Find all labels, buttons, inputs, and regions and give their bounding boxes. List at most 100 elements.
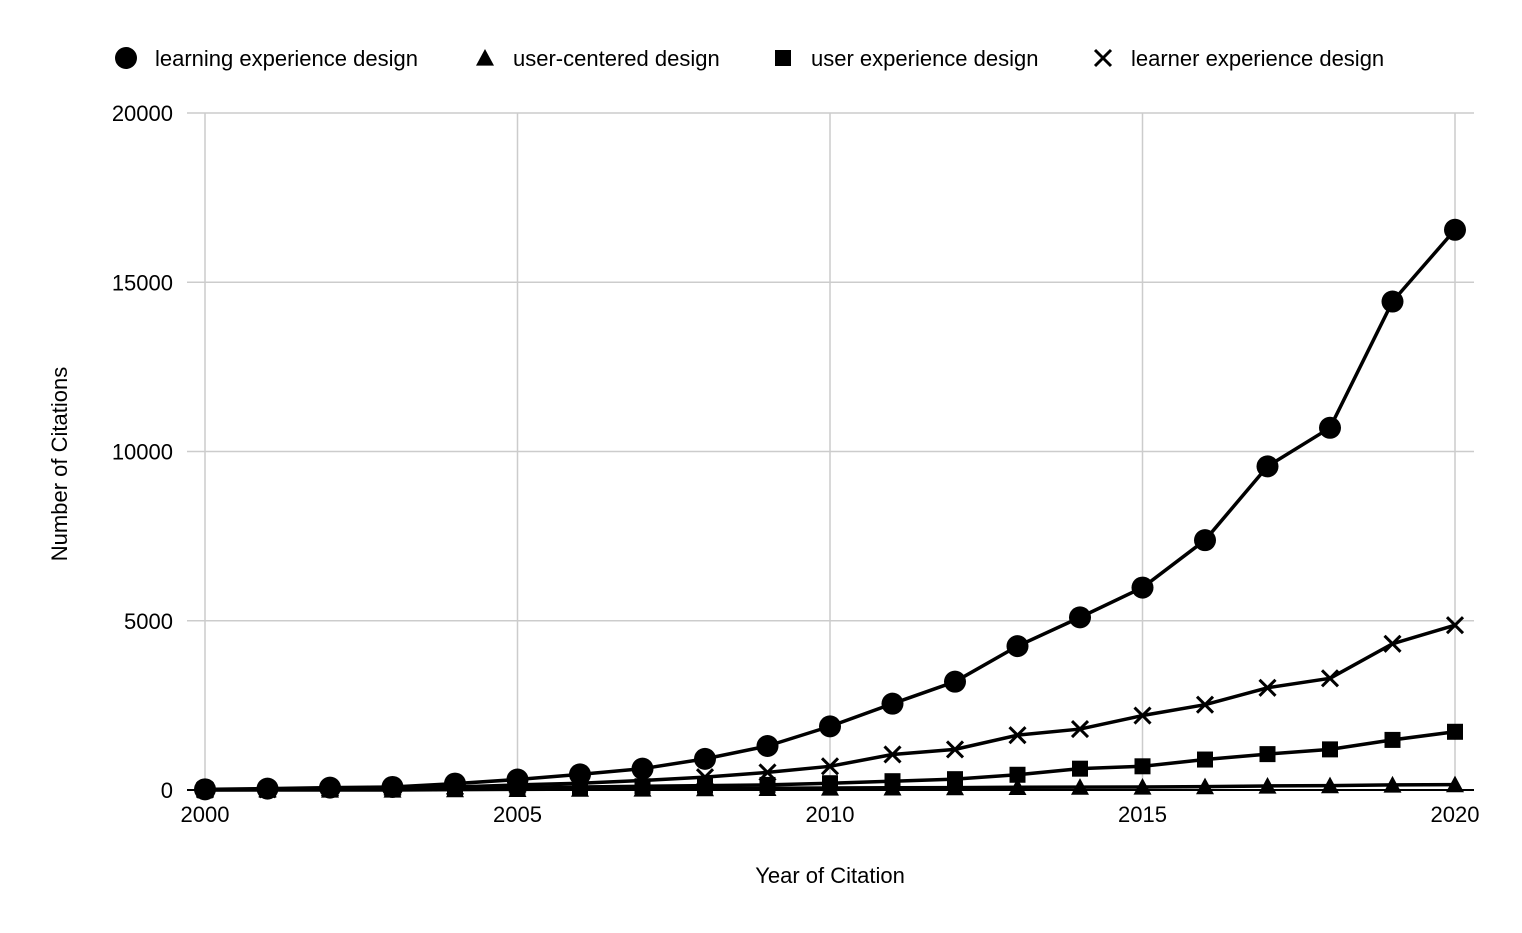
y-tick-label: 0 xyxy=(161,778,173,803)
legend-label: learning experience design xyxy=(155,46,418,71)
legend-item-learning-experience-design: learning experience design xyxy=(115,46,418,71)
x-stroke xyxy=(1195,695,1215,714)
point-user-experience-design xyxy=(1322,741,1338,758)
point-learning-experience-design xyxy=(1319,416,1341,439)
point-learning-experience-design xyxy=(631,757,654,780)
point-user-experience-design xyxy=(697,777,713,794)
x-stroke xyxy=(1133,706,1152,725)
legend-marker-learner-experience-design xyxy=(1093,48,1113,68)
point-learning-experience-design xyxy=(256,777,279,800)
point-learning-experience-design xyxy=(944,670,966,693)
point-user-centered-design xyxy=(1383,775,1402,793)
y-axis-ticks: 0 5000 10000 15000 20000 xyxy=(112,101,173,803)
point-user-experience-design xyxy=(1009,766,1026,783)
point-learner-experience-design xyxy=(1133,706,1152,725)
y-tick-label: 10000 xyxy=(112,440,173,465)
legend-label: user experience design xyxy=(811,46,1038,71)
point-user-experience-design xyxy=(1134,758,1151,775)
point-user-centered-design xyxy=(1321,776,1339,794)
point-learner-experience-design xyxy=(1195,695,1215,714)
point-user-experience-design xyxy=(759,776,776,793)
legend-marker-learning-experience-design xyxy=(115,47,137,69)
point-learning-experience-design xyxy=(444,772,466,795)
legend-item-learner-experience-design: learner experience design xyxy=(1093,46,1384,71)
point-learner-experience-design xyxy=(695,768,715,787)
point-user-centered-design xyxy=(1258,776,1277,794)
point-learning-experience-design xyxy=(756,734,779,757)
point-user-experience-design xyxy=(947,771,963,788)
x-axis-label: Year of Citation xyxy=(755,863,905,888)
x-stroke xyxy=(945,740,965,759)
y-tick-label: 5000 xyxy=(124,609,173,634)
point-learner-experience-design xyxy=(1258,678,1277,697)
series-markers xyxy=(194,218,1466,801)
point-user-experience-design xyxy=(634,778,651,795)
point-learning-experience-design xyxy=(881,692,904,715)
point-learning-experience-design xyxy=(194,778,216,801)
point-user-experience-design xyxy=(1384,731,1401,748)
y-tick-label: 20000 xyxy=(112,101,173,126)
legend-item-user-centered-design: user-centered design xyxy=(476,46,720,71)
point-learning-experience-design xyxy=(1256,455,1279,478)
point-user-experience-design xyxy=(1072,760,1088,777)
x-axis-ticks: 2000 2005 2010 2015 2020 xyxy=(181,802,1480,827)
y-tick-label: 15000 xyxy=(112,270,173,295)
point-learner-experience-design xyxy=(945,740,965,759)
point-learner-experience-design xyxy=(820,757,840,776)
x-stroke xyxy=(883,745,902,764)
point-learner-experience-design xyxy=(1383,634,1402,653)
x-stroke xyxy=(1093,48,1113,68)
y-axis-label: Number of Citations xyxy=(47,367,72,561)
point-learning-experience-design xyxy=(819,715,841,738)
point-learning-experience-design xyxy=(1194,529,1216,552)
point-learner-experience-design xyxy=(1070,720,1090,739)
x-tick-label: 2000 xyxy=(181,802,230,827)
point-learner-experience-design xyxy=(1008,726,1027,745)
x-stroke xyxy=(758,763,777,782)
point-user-experience-design xyxy=(1197,751,1213,768)
gridlines xyxy=(187,112,1474,791)
point-learner-experience-design xyxy=(758,763,777,782)
x-stroke xyxy=(1320,669,1340,688)
legend-item-user-experience-design: user experience design xyxy=(775,46,1038,71)
x-tick-label: 2005 xyxy=(493,802,542,827)
point-learning-experience-design xyxy=(1006,635,1029,658)
x-stroke xyxy=(1258,678,1277,697)
legend-marker-user-centered-design xyxy=(476,49,494,66)
point-learner-experience-design xyxy=(883,745,902,764)
legend-marker-user-experience-design xyxy=(775,50,791,66)
legend: learning experience design user-centered … xyxy=(115,46,1384,71)
point-user-experience-design xyxy=(822,775,838,792)
point-learning-experience-design xyxy=(694,747,716,770)
x-tick-label: 2010 xyxy=(806,802,855,827)
point-learning-experience-design xyxy=(319,776,341,799)
x-stroke xyxy=(1445,616,1465,635)
legend-label: user-centered design xyxy=(513,46,720,71)
point-learner-experience-design xyxy=(1320,669,1340,688)
point-user-centered-design xyxy=(1008,778,1027,795)
legend-label: learner experience design xyxy=(1131,46,1384,71)
point-learning-experience-design xyxy=(1069,606,1091,629)
point-user-centered-design xyxy=(1196,777,1214,795)
x-tick-label: 2015 xyxy=(1118,802,1167,827)
point-learner-experience-design xyxy=(1445,616,1465,635)
point-user-centered-design xyxy=(1071,778,1089,795)
point-user-centered-design xyxy=(1133,777,1152,795)
point-user-experience-design xyxy=(884,773,901,790)
point-learning-experience-design xyxy=(569,763,591,786)
point-learning-experience-design xyxy=(1131,576,1154,599)
point-learning-experience-design xyxy=(506,768,529,791)
point-learning-experience-design xyxy=(381,775,404,798)
point-user-experience-design xyxy=(1447,723,1463,740)
point-learning-experience-design xyxy=(1381,290,1404,313)
x-tick-label: 2020 xyxy=(1431,802,1480,827)
x-stroke xyxy=(1383,634,1402,653)
point-user-centered-design xyxy=(1446,775,1464,793)
point-learning-experience-design xyxy=(1444,218,1466,241)
point-user-experience-design xyxy=(1259,746,1276,763)
x-stroke xyxy=(820,757,840,776)
x-stroke xyxy=(1070,720,1090,739)
x-stroke xyxy=(1008,726,1027,745)
x-stroke xyxy=(695,768,715,787)
